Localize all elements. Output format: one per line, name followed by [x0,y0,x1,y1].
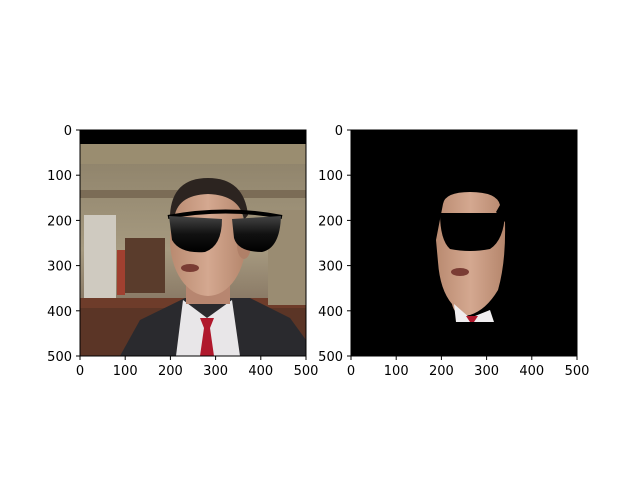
left-ytick-label: 500 [47,350,72,365]
wood-panel [125,238,165,293]
ceiling-band [80,144,306,164]
right-xtick-label: 100 [384,364,409,379]
tie [200,318,214,356]
right-xtick-label: 300 [474,364,499,379]
right-ytick-label: 100 [318,169,343,184]
left-xtick-label: 0 [76,364,84,379]
right-xtick-label: 400 [519,364,544,379]
left-ytick-label: 200 [47,214,72,229]
hair [170,178,248,220]
sunglasses-mask [440,213,505,251]
left-ytick-label: 100 [47,169,72,184]
right-ytick-label: 300 [318,260,343,275]
mouth [181,264,199,272]
masked-mouth [451,268,469,276]
right-ytick-label: 0 [335,124,343,139]
left-image-panel [80,130,306,356]
right-xtick-label: 500 [565,364,590,379]
flag [117,250,125,295]
left-ytick-label: 0 [64,124,72,139]
left-lens [169,216,222,253]
masked-tie [466,316,478,322]
right-ytick-label: 500 [318,350,343,365]
right-ytick-label: 200 [318,214,343,229]
left-doorway [84,215,116,300]
right-xtick-label: 0 [347,364,355,379]
left-xtick-label: 100 [113,364,138,379]
right-image-panel [351,130,577,356]
sunglasses-overlay [167,209,283,253]
axis-ticks: 0 100 200 300 400 500 0 100 200 300 400 500 0 100 200 3… [47,124,589,379]
sunglasses-bridge [167,209,283,219]
right-xtick-label: 200 [429,364,454,379]
top-black-band [80,130,306,144]
left-axes-frame [79,129,307,357]
right-lens [232,216,281,252]
left-ytick-label: 400 [47,305,72,320]
left-xtick-label: 300 [203,364,228,379]
left-xtick-label: 400 [248,364,273,379]
right-ytick-label: 400 [318,305,343,320]
masked-shirt [454,304,494,322]
left-xtick-label: 500 [294,364,319,379]
left-xtick-label: 200 [158,364,183,379]
right-axes-frame [350,129,578,357]
left-ytick-label: 300 [47,260,72,275]
